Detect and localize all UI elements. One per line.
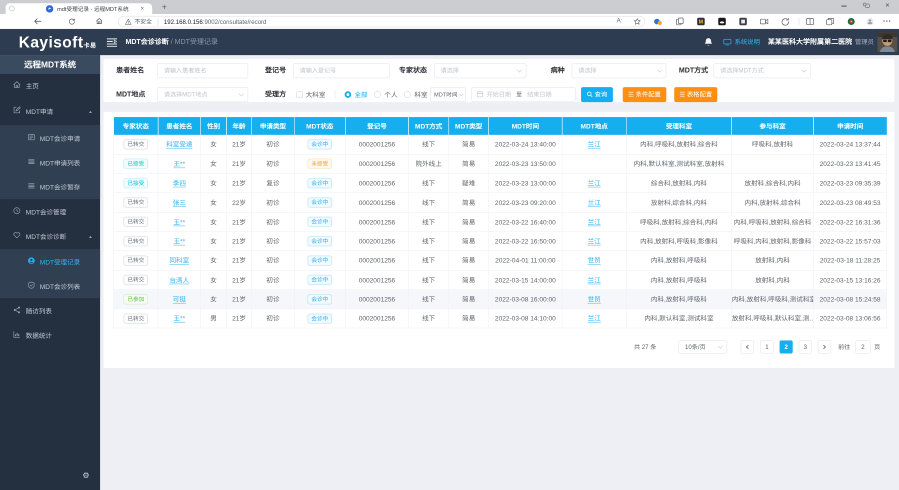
svg-text:M: M — [699, 19, 703, 25]
